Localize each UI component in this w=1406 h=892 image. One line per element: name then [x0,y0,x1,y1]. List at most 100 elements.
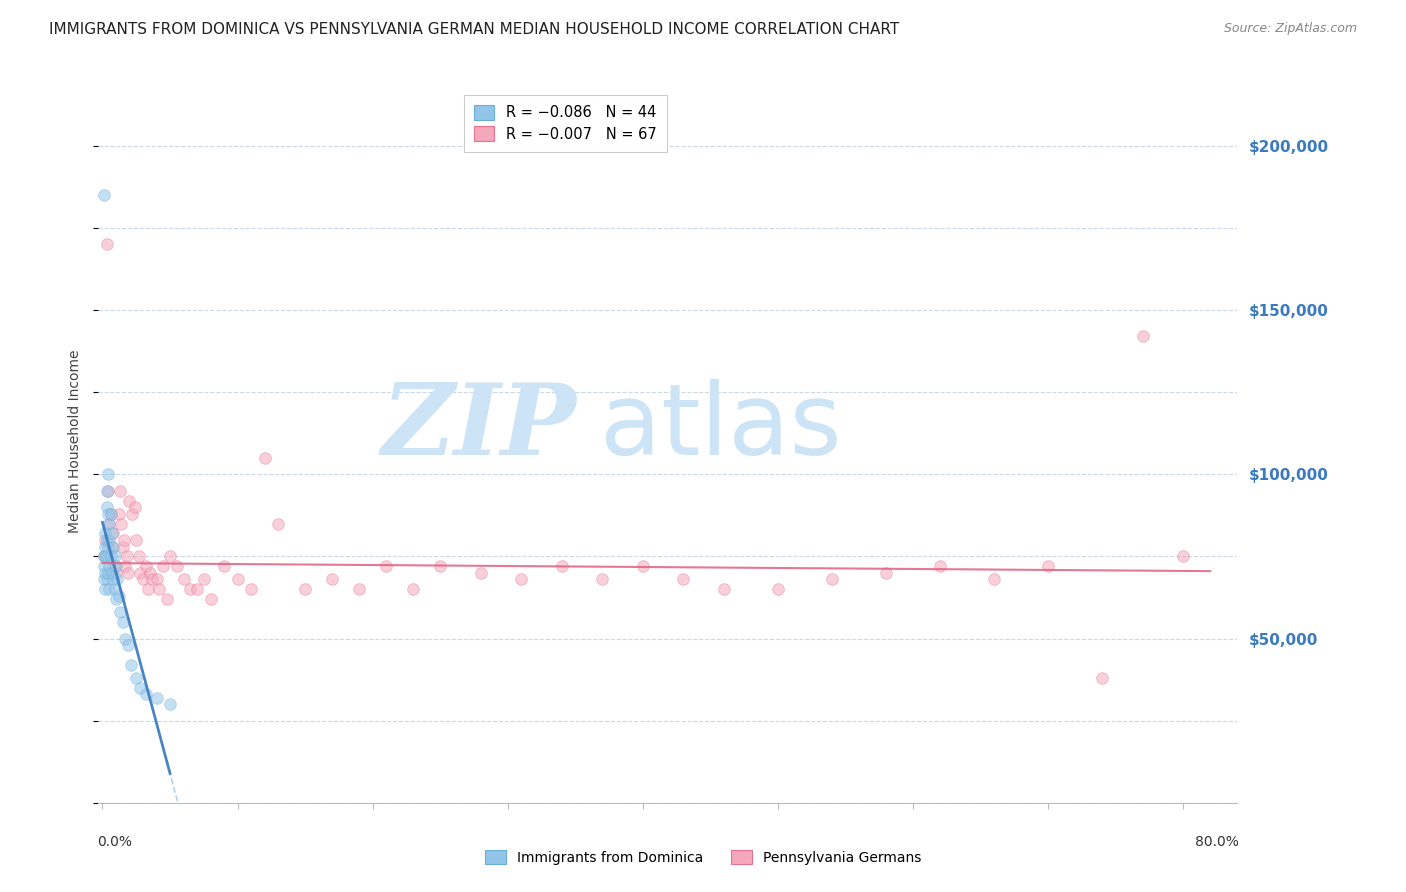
Point [121,507,143,521]
Point [96,237,118,252]
Point [128,549,150,564]
Point [104,559,127,574]
Point [108,605,131,619]
Point [141,573,163,587]
Point [107,589,129,603]
Point [104,566,127,580]
Text: IMMIGRANTS FROM DOMINICA VS PENNSYLVANIA GERMAN MEDIAN HOUSEHOLD INCOME CORRELAT: IMMIGRANTS FROM DOMINICA VS PENNSYLVANIA… [49,22,900,37]
Point [98,516,121,531]
Point [93,559,115,574]
Point [631,559,654,574]
Legend: R = −0.086   N = 44, R = −0.007   N = 67: R = −0.086 N = 44, R = −0.007 N = 67 [464,95,666,152]
Point [179,582,201,597]
Point [173,573,195,587]
Point [96,500,118,515]
Point [114,632,136,646]
Point [96,549,118,564]
Point [103,573,125,587]
Point [103,540,125,554]
Point [114,559,136,574]
Point [138,582,160,597]
Point [1173,549,1195,564]
Point [821,573,844,587]
Point [186,582,208,597]
Point [429,559,451,574]
Point [591,573,613,587]
Point [510,573,533,587]
Point [117,566,139,580]
Point [105,573,128,587]
Text: ZIP: ZIP [382,379,576,475]
Point [402,582,425,597]
Point [267,516,290,531]
Point [139,566,162,580]
Point [166,559,188,574]
Point [93,188,115,202]
Point [1036,559,1059,574]
Point [983,573,1005,587]
Point [240,582,263,597]
Point [148,582,170,597]
Point [212,559,235,574]
Point [98,559,121,574]
Point [672,573,695,587]
Point [96,533,118,547]
Point [97,540,120,554]
Point [132,573,155,587]
Point [200,592,222,607]
Point [145,690,167,705]
Point [1091,671,1114,685]
Point [97,566,120,580]
Point [93,549,115,564]
Point [1132,329,1154,343]
Point [108,483,131,498]
Point [101,540,124,554]
Point [159,698,181,712]
Point [156,592,179,607]
Point [98,516,121,531]
Point [125,671,148,685]
Y-axis label: Median Household Income: Median Household Income [69,350,83,533]
Point [104,582,127,597]
Point [104,549,127,564]
Point [96,573,118,587]
Point [104,592,127,607]
Point [226,573,249,587]
Point [117,638,139,652]
Point [98,582,121,597]
Point [93,549,115,564]
Text: Source: ZipAtlas.com: Source: ZipAtlas.com [1223,22,1357,36]
Point [111,540,134,554]
Point [96,483,118,498]
Text: 0.0%: 0.0% [97,835,132,849]
Point [97,507,120,521]
Point [93,573,115,587]
Point [375,559,398,574]
Point [929,559,952,574]
Point [124,500,146,515]
Point [104,559,127,574]
Point [100,549,122,564]
Point [97,483,120,498]
Point [129,681,152,695]
Point [94,566,117,580]
Point [347,582,370,597]
Point [97,467,120,482]
Point [159,549,181,564]
Point [98,533,121,547]
Point [111,615,134,630]
Point [94,540,117,554]
Point [129,566,152,580]
Point [101,566,124,580]
Legend: Immigrants from Dominica, Pennsylvania Germans: Immigrants from Dominica, Pennsylvania G… [478,844,928,871]
Point [470,566,492,580]
Point [112,533,135,547]
Point [766,582,789,597]
Point [101,526,124,541]
Point [100,507,122,521]
Point [100,507,122,521]
Point [551,559,574,574]
Point [94,526,117,541]
Point [135,687,157,701]
Point [294,582,316,597]
